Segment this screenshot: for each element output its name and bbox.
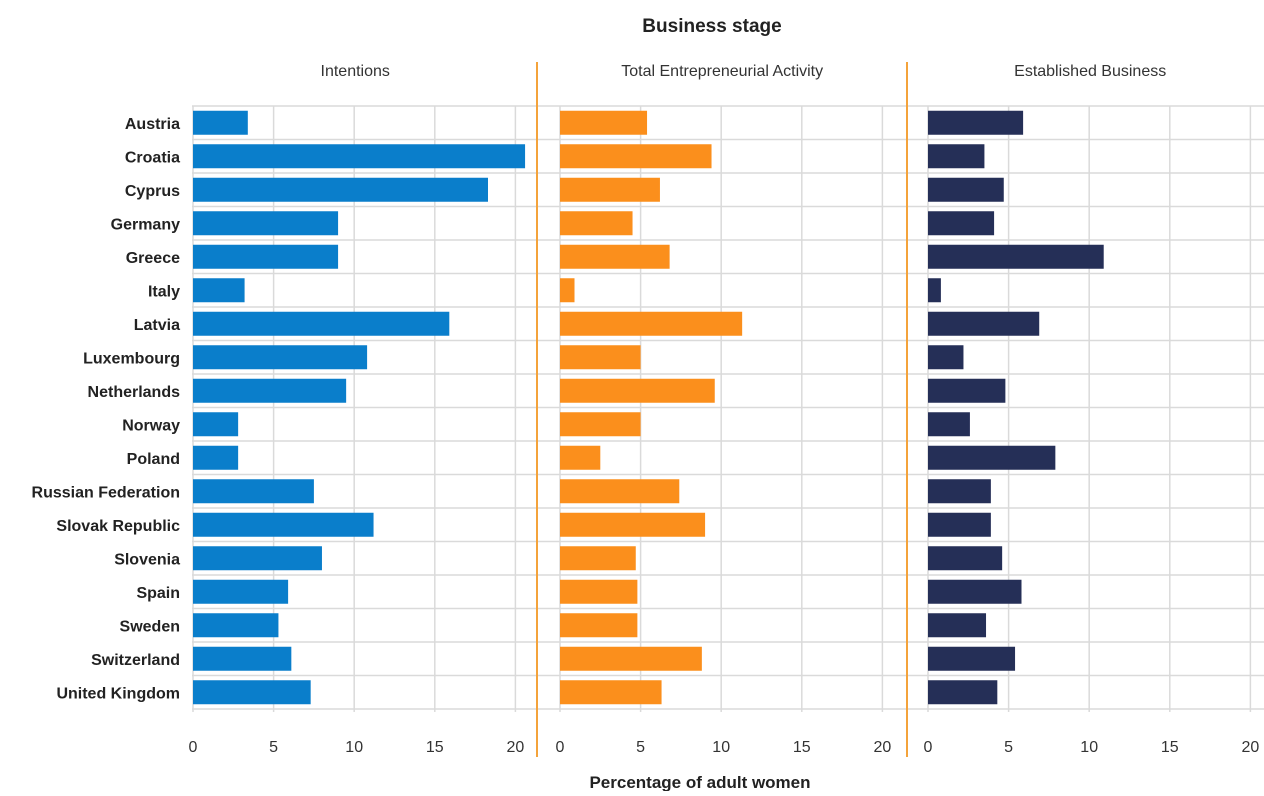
bar <box>193 479 314 504</box>
category-label: Poland <box>127 451 180 468</box>
bar <box>560 646 702 671</box>
category-label: Luxembourg <box>83 350 180 367</box>
bar <box>193 110 248 135</box>
bar <box>928 244 1104 269</box>
bar <box>193 177 488 202</box>
category-label: Switzerland <box>91 652 180 669</box>
bar <box>928 512 991 537</box>
bar <box>560 546 636 571</box>
bar <box>928 680 998 705</box>
panel-title: Intentions <box>321 63 390 80</box>
x-tick-label: 0 <box>189 739 198 756</box>
bar <box>560 144 712 169</box>
bar <box>560 110 648 135</box>
bar <box>193 244 339 269</box>
x-tick-label: 20 <box>874 739 892 756</box>
category-label: Sweden <box>120 618 180 635</box>
bar <box>560 311 743 336</box>
panel-title: Established Business <box>1014 63 1166 80</box>
category-label: Croatia <box>125 149 180 166</box>
bar <box>928 177 1004 202</box>
bar <box>193 546 322 571</box>
bar <box>560 412 641 437</box>
bar <box>193 646 292 671</box>
bar <box>928 412 970 437</box>
bar <box>928 278 941 303</box>
bar <box>193 378 347 403</box>
bar <box>193 579 289 604</box>
bar <box>928 378 1006 403</box>
bar <box>193 613 279 638</box>
bar <box>560 278 575 303</box>
bar <box>193 311 450 336</box>
x-tick-label: 5 <box>269 739 278 756</box>
x-tick-label: 15 <box>1161 739 1179 756</box>
bar <box>193 345 368 370</box>
bar <box>928 311 1040 336</box>
bar <box>928 613 987 638</box>
category-label: Slovak Republic <box>56 518 180 535</box>
category-label: Austria <box>125 116 180 133</box>
x-tick-label: 15 <box>426 739 444 756</box>
x-tick-label: 10 <box>345 739 363 756</box>
x-tick-label: 10 <box>1080 739 1098 756</box>
panel-established-business: 0 5 10 15 20 Established Business <box>924 63 1260 756</box>
bar <box>193 211 339 236</box>
bar <box>928 546 1003 571</box>
x-tick-label: 15 <box>793 739 811 756</box>
panel-title: Total Entrepreneurial Activity <box>621 63 823 80</box>
x-axis-title: Percentage of adult women <box>589 773 810 791</box>
x-tick-label: 20 <box>507 739 525 756</box>
category-labels: Austria Croatia Cyprus Germany Greece Italy La… <box>32 116 181 703</box>
x-tick-label: 0 <box>924 739 933 756</box>
panel-total-entrepreneurial-activity: 0 5 10 15 20 Total Entrepreneurial Activity <box>556 63 892 756</box>
bar <box>560 244 670 269</box>
bar <box>928 110 1024 135</box>
bar <box>560 211 633 236</box>
bar <box>560 680 662 705</box>
x-tick-label: 5 <box>636 739 645 756</box>
panel-intentions: 0 5 10 15 20 Intentions <box>189 63 526 756</box>
bar <box>193 445 239 470</box>
category-label: Cyprus <box>125 183 180 200</box>
x-tick-label: 20 <box>1242 739 1260 756</box>
bar <box>560 345 641 370</box>
category-label: Germany <box>111 216 180 233</box>
category-label: Norway <box>122 417 180 434</box>
category-label: Spain <box>136 585 180 602</box>
bar <box>928 211 995 236</box>
chart-title: Business stage <box>642 16 781 37</box>
category-label: Slovenia <box>114 551 180 568</box>
bar <box>560 512 706 537</box>
x-tick-label: 10 <box>712 739 730 756</box>
bar <box>560 479 680 504</box>
bar <box>193 412 239 437</box>
bar <box>928 479 991 504</box>
x-tick-label: 5 <box>1004 739 1013 756</box>
bar <box>560 445 601 470</box>
bar <box>193 278 245 303</box>
category-label: Netherlands <box>88 384 181 401</box>
panels-group: 0 5 10 15 20 Intentions 0 5 10 15 20 Total Entrepre… <box>189 62 1264 757</box>
bar <box>560 613 638 638</box>
bar <box>560 177 660 202</box>
bar <box>560 378 715 403</box>
x-tick-label: 0 <box>556 739 565 756</box>
category-label: Greece <box>126 250 180 267</box>
category-label: Latvia <box>134 317 180 334</box>
bar <box>193 144 526 169</box>
bar <box>928 144 985 169</box>
category-label: Italy <box>148 283 180 300</box>
bar <box>928 445 1056 470</box>
bar <box>928 646 1016 671</box>
bar <box>193 680 311 705</box>
bar <box>928 579 1022 604</box>
category-label: United Kingdom <box>56 685 180 702</box>
category-label: Russian Federation <box>32 484 180 501</box>
bar <box>560 579 638 604</box>
bar <box>928 345 964 370</box>
bar <box>193 512 374 537</box>
